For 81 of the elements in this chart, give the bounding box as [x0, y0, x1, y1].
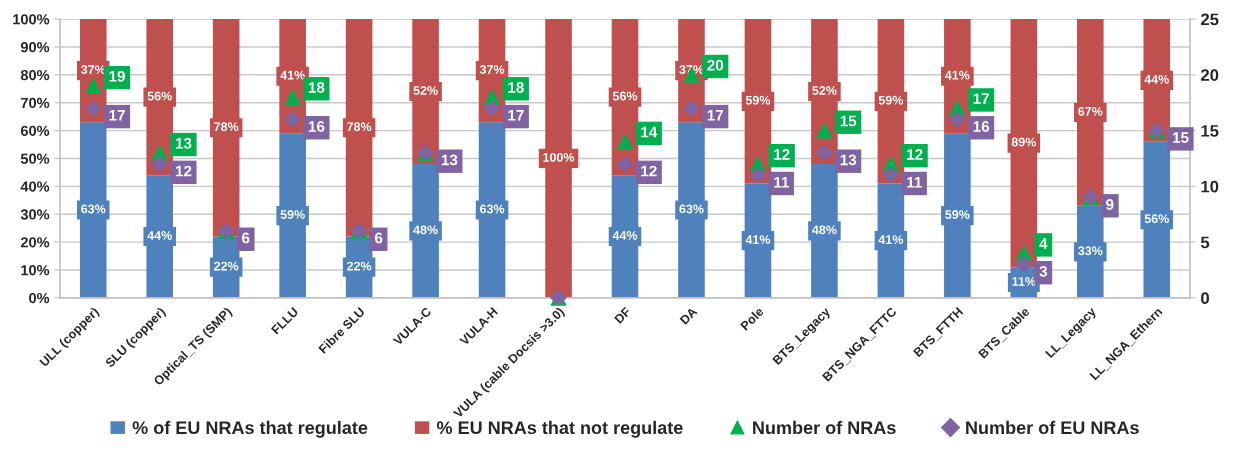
legend-label: % of EU NRAs that regulate [132, 420, 368, 438]
data-label: 78% [214, 122, 239, 132]
data-label: 22% [347, 261, 372, 271]
y-tick-label: 20% [20, 237, 50, 248]
data-label: 89% [1011, 137, 1036, 147]
data-label: 11 [907, 176, 922, 188]
data-label: 100% [543, 152, 575, 162]
data-label: 16 [308, 121, 325, 132]
data-label: 12 [175, 165, 192, 177]
data-label: 56% [147, 91, 172, 101]
y-tick-label: 80% [20, 69, 50, 81]
y2-tick-label: 20 [1200, 69, 1219, 82]
data-label: 78% [347, 122, 372, 132]
y-tick-label: 40% [20, 181, 50, 192]
data-label: 41% [745, 235, 771, 245]
data-label: 63% [480, 204, 505, 214]
legend-label: Number of NRAs [753, 420, 896, 435]
data-label: 59% [878, 95, 904, 105]
y-tick-label: 10% [21, 265, 50, 276]
y-tick-label: 90% [20, 42, 50, 53]
data-label: 19 [109, 70, 125, 82]
data-label: 22% [214, 261, 239, 271]
legend-label: % EU NRAs that not regulate [436, 420, 683, 438]
data-label: 59% [280, 210, 305, 219]
data-label: 17 [109, 110, 125, 121]
y-tick-label: 50% [20, 153, 50, 164]
y-tick-label: 100% [13, 14, 50, 25]
data-label: 15 [840, 115, 857, 127]
data-label: 18 [308, 82, 325, 93]
y-tick-label: 30% [20, 209, 50, 220]
data-label: 17 [973, 93, 989, 104]
data-label: 67% [1078, 106, 1103, 116]
data-label: 48% [812, 225, 837, 235]
data-label: 18 [508, 82, 524, 93]
data-label: 63% [81, 204, 106, 214]
y2-tick-label: 25 [1200, 13, 1219, 26]
data-label: 16 [973, 121, 990, 132]
data-label: 4 [1039, 238, 1048, 249]
data-label: 41% [945, 70, 970, 80]
data-label: 13 [175, 137, 192, 149]
data-label: 59% [945, 210, 970, 219]
y2-tick-label: 0 [1201, 292, 1209, 305]
data-label: 63% [679, 204, 704, 214]
data-label: 6 [374, 232, 383, 244]
data-label: 44% [1144, 74, 1169, 84]
x-tick-label: DA [679, 306, 698, 325]
y-tick-label: 0% [29, 292, 50, 304]
data-label: 44% [147, 231, 172, 240]
data-label: 44% [612, 231, 638, 240]
y2-tick-label: 10 [1201, 180, 1219, 193]
data-label: 52% [812, 86, 837, 95]
data-label: 12 [907, 148, 923, 160]
data-label: 41% [878, 235, 904, 245]
data-label: 9 [1106, 199, 1114, 210]
data-label: 14 [641, 126, 658, 138]
data-label: 20 [707, 59, 724, 71]
data-label: 52% [413, 86, 438, 95]
data-label: 3 [1039, 265, 1048, 277]
data-label: 11 [774, 176, 789, 188]
data-label: 17 [707, 110, 724, 121]
data-label: 59% [745, 95, 771, 105]
data-label: 48% [413, 225, 438, 235]
y-tick-label: 70% [21, 97, 50, 109]
data-label: 13 [441, 154, 458, 166]
data-label: 56% [1144, 214, 1169, 224]
data-label: 41% [280, 70, 305, 80]
data-label: 15 [1173, 132, 1189, 143]
x-tick-label: DF [614, 306, 632, 324]
data-label: 37% [81, 65, 106, 75]
y2-tick-label: 15 [1201, 125, 1219, 137]
data-label: 13 [840, 154, 857, 166]
data-label: 33% [1078, 246, 1103, 256]
data-label: 12 [641, 165, 657, 177]
data-label: 6 [242, 232, 250, 244]
legend-label: Number of EU NRAs [966, 420, 1139, 435]
data-label: 12 [774, 148, 790, 160]
y-tick-label: 60% [20, 125, 50, 136]
data-label: 56% [612, 91, 638, 101]
data-label: 37% [479, 65, 505, 75]
y2-tick-label: 5 [1200, 236, 1210, 249]
data-label: 17 [508, 110, 524, 121]
